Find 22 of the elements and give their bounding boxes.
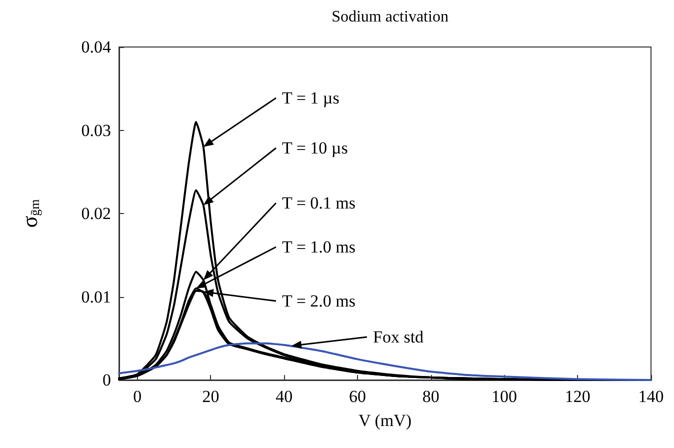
y-tick-label: 0 <box>102 370 111 390</box>
x-tick-label: 0 <box>133 387 142 406</box>
annotation: T = 10 µs <box>282 138 348 158</box>
x-axis-title: V (mV) <box>358 411 412 430</box>
y-tick-label: 0.01 <box>81 287 111 306</box>
annotation: T = 0.1 ms <box>282 194 356 212</box>
y-tick-label: 0.03 <box>81 120 111 140</box>
annotation: Fox std <box>373 328 424 346</box>
x-tick-label: 60 <box>348 387 366 406</box>
x-tick-label: 100 <box>491 387 517 406</box>
annotation: T = 1 µs <box>282 88 340 108</box>
annotation: T = 2.0 ms <box>282 292 356 310</box>
annotation: T = 1.0 ms <box>282 238 356 256</box>
x-tick-label: 40 <box>276 387 293 406</box>
y-tick-label: 0.04 <box>81 38 112 56</box>
x-tick-label: 120 <box>564 387 590 406</box>
x-tick-label: 140 <box>638 387 664 406</box>
x-tick-label: 20 <box>202 387 220 406</box>
x-tick-label: 80 <box>422 387 440 406</box>
chart-title: Sodium activation <box>332 8 448 26</box>
y-axis-title: σḡm <box>17 199 42 228</box>
y-tick-label: 0.02 <box>81 204 111 223</box>
